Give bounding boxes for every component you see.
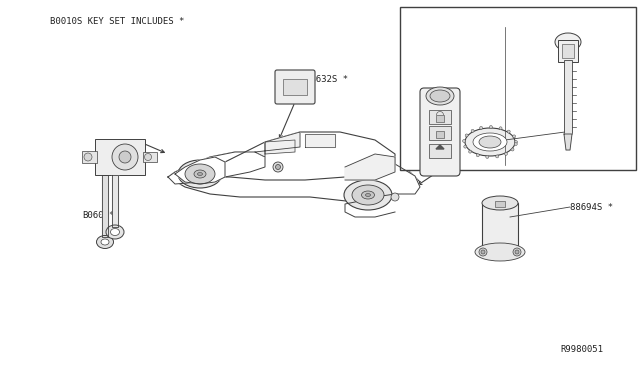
Circle shape: [515, 142, 517, 145]
Circle shape: [464, 145, 467, 148]
Bar: [82, 151, 97, 163]
Ellipse shape: [198, 173, 202, 176]
Circle shape: [471, 129, 474, 132]
Bar: [429, 144, 451, 158]
Circle shape: [145, 154, 152, 160]
Circle shape: [515, 250, 519, 254]
Circle shape: [511, 148, 514, 151]
FancyBboxPatch shape: [275, 70, 315, 104]
Bar: [482, 203, 518, 255]
Polygon shape: [305, 134, 335, 147]
Polygon shape: [168, 152, 265, 184]
Circle shape: [513, 135, 516, 138]
Polygon shape: [175, 157, 225, 184]
Text: B060DNA: B060DNA: [547, 13, 582, 22]
Bar: [436, 131, 444, 138]
Text: 88694S *: 88694S *: [570, 202, 613, 212]
Ellipse shape: [479, 136, 501, 148]
Bar: [400, 7, 636, 170]
Circle shape: [495, 155, 499, 158]
Circle shape: [112, 144, 138, 170]
Polygon shape: [255, 132, 300, 157]
Bar: [429, 110, 451, 124]
Bar: [95, 139, 145, 175]
Polygon shape: [168, 150, 420, 202]
Circle shape: [275, 164, 280, 170]
Bar: [143, 152, 157, 162]
Circle shape: [119, 151, 131, 163]
Ellipse shape: [465, 128, 515, 156]
Polygon shape: [112, 175, 118, 227]
Circle shape: [465, 134, 468, 137]
Ellipse shape: [475, 243, 525, 261]
Polygon shape: [200, 132, 395, 180]
Ellipse shape: [352, 185, 384, 205]
Ellipse shape: [178, 160, 222, 188]
Bar: [558, 40, 578, 62]
Ellipse shape: [426, 87, 454, 105]
Ellipse shape: [97, 235, 113, 248]
Circle shape: [476, 154, 479, 157]
Text: FOR INTELLIGENCE KEY: FOR INTELLIGENCE KEY: [472, 148, 564, 157]
Text: 68632S *: 68632S *: [305, 76, 348, 84]
Circle shape: [504, 152, 508, 155]
Polygon shape: [265, 140, 295, 154]
Text: B0601*: B0601*: [82, 211, 115, 219]
Text: FOR INTELLIGENCE KEY: FOR INTELLIGENCE KEY: [472, 157, 564, 167]
Circle shape: [463, 140, 465, 142]
Text: SEC.253: SEC.253: [433, 16, 467, 25]
Bar: [562, 44, 574, 58]
Ellipse shape: [365, 193, 371, 196]
Ellipse shape: [185, 164, 215, 184]
Circle shape: [84, 153, 92, 161]
Circle shape: [499, 127, 502, 130]
Ellipse shape: [101, 239, 109, 245]
Circle shape: [513, 248, 521, 256]
Circle shape: [481, 250, 485, 254]
Bar: [436, 115, 444, 122]
Ellipse shape: [106, 225, 124, 239]
Polygon shape: [345, 164, 420, 217]
Circle shape: [391, 193, 399, 201]
Text: ( 285E3): ( 285E3): [430, 24, 470, 33]
Ellipse shape: [344, 180, 392, 210]
Ellipse shape: [555, 33, 581, 51]
Bar: [495, 201, 505, 207]
Ellipse shape: [194, 170, 206, 178]
Bar: [429, 126, 451, 140]
Text: R9980051: R9980051: [560, 346, 603, 355]
Circle shape: [490, 125, 492, 128]
Polygon shape: [345, 154, 395, 180]
Text: ( 285E3): ( 285E3): [430, 22, 470, 31]
Ellipse shape: [473, 133, 507, 151]
Text: SEC.253: SEC.253: [433, 13, 467, 22]
Text: B0010S KEY SET INCLUDES *: B0010S KEY SET INCLUDES *: [50, 17, 184, 26]
Circle shape: [479, 126, 483, 129]
Ellipse shape: [430, 90, 450, 102]
Text: B060DNA: B060DNA: [545, 16, 579, 25]
FancyBboxPatch shape: [420, 88, 460, 176]
Circle shape: [468, 150, 472, 153]
Polygon shape: [564, 134, 572, 150]
Circle shape: [486, 155, 489, 158]
Ellipse shape: [362, 191, 374, 199]
Polygon shape: [436, 145, 444, 149]
Text: 88643W *: 88643W *: [570, 135, 613, 144]
Circle shape: [479, 248, 487, 256]
Circle shape: [273, 162, 283, 172]
Polygon shape: [102, 175, 108, 237]
Circle shape: [515, 141, 518, 144]
Bar: [564, 60, 572, 134]
Circle shape: [508, 130, 510, 133]
Ellipse shape: [482, 196, 518, 210]
Bar: [283, 79, 307, 95]
Ellipse shape: [111, 228, 120, 235]
